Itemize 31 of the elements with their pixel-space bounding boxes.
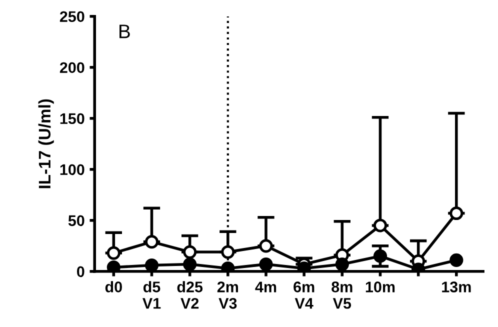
- point: [106, 246, 120, 260]
- x-tick-label: d0: [105, 281, 122, 292]
- point: [144, 258, 159, 272]
- y-tick-label: 100: [60, 164, 84, 176]
- point: [183, 245, 197, 259]
- y-tick-label: 150: [60, 113, 84, 124]
- y-axis-title: IL-17 (U/ml): [38, 99, 54, 188]
- point: [450, 206, 464, 220]
- point: [183, 257, 197, 272]
- point: [373, 218, 388, 232]
- chart-title: B: [120, 24, 130, 38]
- x-tick-label: 2m V3: [217, 282, 238, 309]
- point: [450, 253, 464, 267]
- point: [335, 257, 349, 272]
- y-tick-label: 0: [77, 266, 84, 278]
- point: [259, 257, 273, 272]
- point: [259, 239, 273, 253]
- x-tick-label: 13m: [442, 282, 471, 292]
- x-tick-label: 6m V4: [294, 282, 314, 309]
- point: [106, 260, 120, 272]
- point: [373, 249, 388, 263]
- y-tick-label: 200: [60, 62, 84, 74]
- x-tick-label: 4m: [255, 282, 276, 292]
- x-tick-label: 10m: [366, 282, 395, 292]
- x-tick-label: d25 V2: [177, 281, 203, 309]
- point: [144, 235, 159, 249]
- point: [221, 245, 235, 259]
- x-tick-label: d5 V1: [142, 281, 161, 309]
- y-tick-label: 50: [68, 215, 84, 226]
- x-tick-label: 8m V5: [332, 282, 352, 309]
- y-tick-label: 250: [60, 11, 84, 22]
